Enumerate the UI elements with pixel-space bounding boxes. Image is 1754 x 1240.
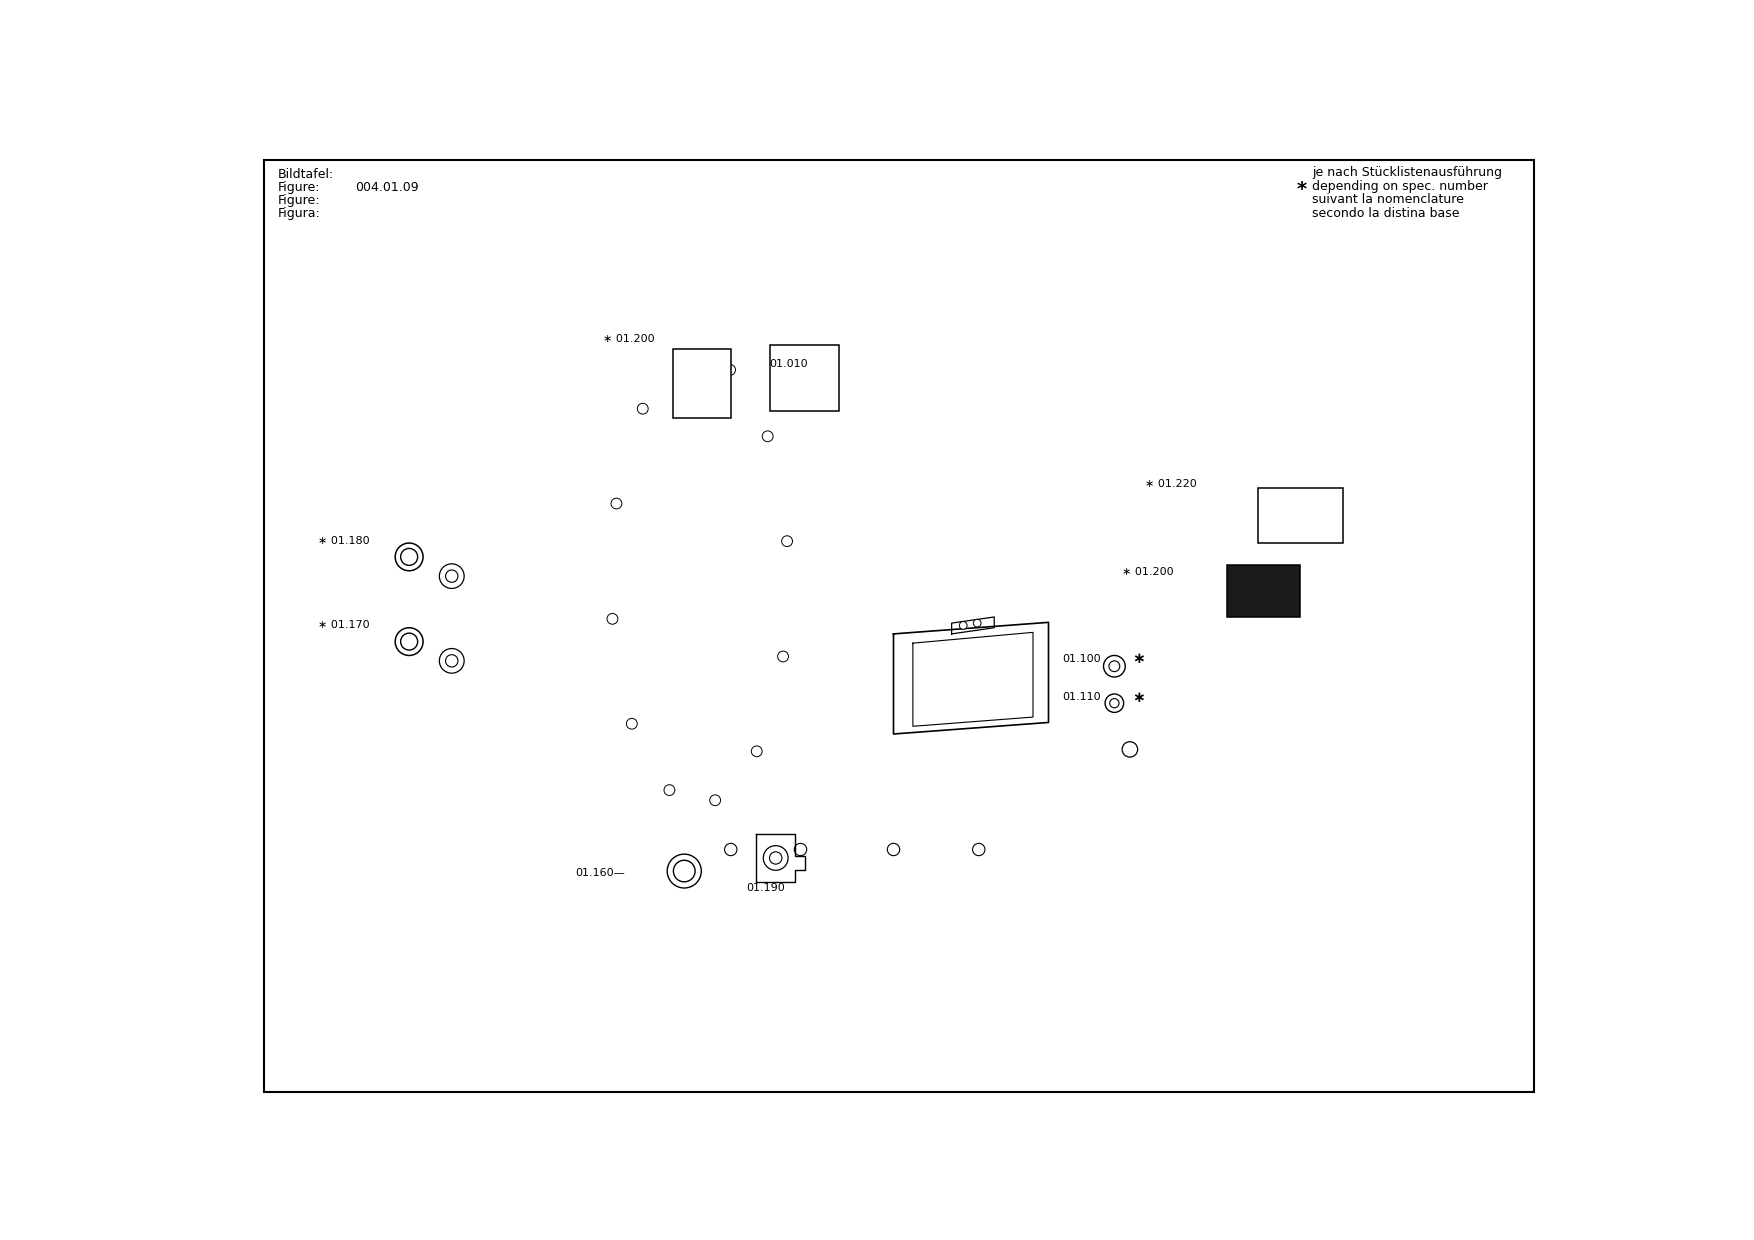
Circle shape bbox=[667, 854, 702, 888]
Circle shape bbox=[710, 795, 721, 806]
Circle shape bbox=[395, 543, 423, 570]
Text: ∗ 01.170: ∗ 01.170 bbox=[319, 620, 370, 630]
Circle shape bbox=[724, 365, 735, 376]
Circle shape bbox=[446, 655, 458, 667]
Text: suivant la nomenclature: suivant la nomenclature bbox=[1312, 193, 1465, 206]
Circle shape bbox=[888, 843, 900, 856]
Bar bbox=[770, 345, 838, 410]
Circle shape bbox=[1123, 742, 1138, 758]
Text: ∗ 01.200: ∗ 01.200 bbox=[1123, 568, 1173, 578]
Circle shape bbox=[626, 718, 637, 729]
Circle shape bbox=[1109, 661, 1119, 672]
Text: 01.190: 01.190 bbox=[745, 883, 786, 893]
Circle shape bbox=[763, 846, 788, 870]
Circle shape bbox=[400, 634, 417, 650]
Circle shape bbox=[973, 619, 980, 627]
Circle shape bbox=[763, 430, 774, 441]
Text: Figure:: Figure: bbox=[277, 181, 319, 195]
Circle shape bbox=[795, 843, 807, 856]
Text: 01.160—: 01.160— bbox=[575, 868, 626, 878]
Text: ∗: ∗ bbox=[1131, 689, 1145, 704]
Circle shape bbox=[1110, 698, 1119, 708]
Circle shape bbox=[770, 852, 782, 864]
Circle shape bbox=[724, 843, 737, 856]
Circle shape bbox=[395, 627, 423, 656]
Text: Figura:: Figura: bbox=[277, 207, 321, 221]
Bar bbox=[1226, 564, 1300, 618]
Text: 01.010: 01.010 bbox=[770, 360, 809, 370]
Circle shape bbox=[446, 570, 458, 583]
Circle shape bbox=[438, 649, 465, 673]
Text: *: * bbox=[1296, 180, 1307, 200]
Circle shape bbox=[637, 403, 649, 414]
Text: 01.110: 01.110 bbox=[1063, 692, 1102, 702]
Circle shape bbox=[959, 621, 966, 629]
Text: Bildtafel:: Bildtafel: bbox=[277, 169, 333, 181]
Text: 01.100: 01.100 bbox=[1063, 653, 1102, 663]
Circle shape bbox=[751, 746, 763, 756]
Text: ∗: ∗ bbox=[1131, 651, 1145, 666]
Text: ∗ 01.180: ∗ 01.180 bbox=[319, 537, 370, 547]
Circle shape bbox=[1105, 694, 1124, 713]
Circle shape bbox=[607, 614, 617, 624]
Text: 004.01.09: 004.01.09 bbox=[354, 181, 419, 195]
Circle shape bbox=[674, 861, 695, 882]
Circle shape bbox=[782, 536, 793, 547]
Bar bbox=[672, 348, 731, 418]
Circle shape bbox=[972, 843, 986, 856]
Text: depending on spec. number: depending on spec. number bbox=[1312, 180, 1487, 192]
Text: ∗ 01.200: ∗ 01.200 bbox=[603, 334, 654, 343]
Text: ∗ 01.220: ∗ 01.220 bbox=[1145, 479, 1198, 489]
Text: secondo la distina base: secondo la distina base bbox=[1312, 207, 1459, 221]
Circle shape bbox=[400, 548, 417, 565]
Circle shape bbox=[1103, 656, 1126, 677]
Text: Figure:: Figure: bbox=[277, 195, 319, 207]
Bar bbox=[1258, 487, 1344, 543]
Circle shape bbox=[438, 564, 465, 589]
Circle shape bbox=[777, 651, 789, 662]
Circle shape bbox=[665, 785, 675, 796]
Circle shape bbox=[610, 498, 623, 508]
Text: je nach Stücklistenausführung: je nach Stücklistenausführung bbox=[1312, 166, 1501, 179]
